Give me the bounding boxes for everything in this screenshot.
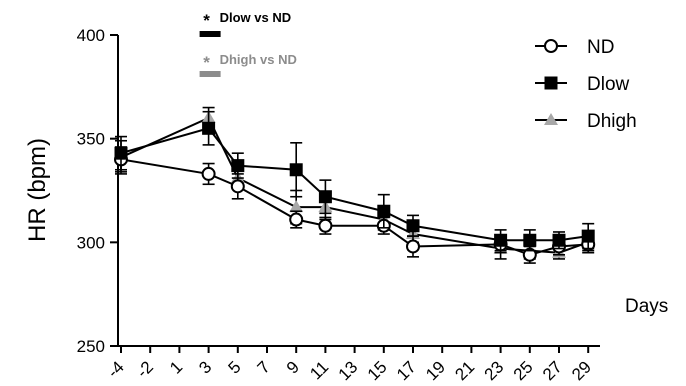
series-dlow-point	[231, 159, 245, 173]
x-tick-label: -2	[133, 357, 157, 381]
annotation-star: *	[203, 53, 210, 72]
x-tick-label: 1	[166, 357, 186, 377]
series-dhigh-line	[120, 116, 589, 254]
series-nd-point	[230, 179, 245, 194]
annotation-star: *	[203, 11, 210, 30]
x-tick-label: 29	[568, 357, 595, 384]
y-tick-label: 350	[77, 130, 105, 149]
series-dhigh	[114, 106, 596, 260]
legend: ND Dlow Dhigh	[535, 37, 637, 132]
series-layer	[114, 106, 596, 264]
annotation-1: * Dhigh vs ND	[199, 52, 297, 77]
legend-marker	[544, 76, 558, 90]
y-tick-label: 250	[77, 337, 105, 356]
x-tick-label: 3	[195, 357, 215, 377]
y-axis-title: HR (bpm)	[24, 138, 51, 242]
series-dlow-point	[494, 233, 508, 247]
annotation-label: Dhigh vs ND	[220, 52, 297, 67]
series-dlow-point	[318, 190, 332, 204]
series-nd-point	[289, 212, 304, 227]
series-dlow-point	[289, 163, 303, 177]
series-dlow-point	[523, 233, 537, 247]
legend-marker	[544, 39, 558, 53]
annotation-label: Dlow vs ND	[220, 10, 292, 25]
series-dhigh-point	[289, 200, 304, 213]
series-dlow-line	[120, 127, 589, 242]
x-tick-label: -4	[104, 357, 128, 381]
x-tick-label: 17	[393, 357, 420, 384]
x-tick-label: 9	[283, 357, 303, 377]
series-dlow-point	[202, 121, 216, 135]
x-tick-label: 7	[254, 357, 274, 377]
x-tick-label: 21	[451, 357, 478, 384]
series-dlow-point	[114, 146, 128, 160]
y-tick-label: 300	[77, 233, 105, 252]
series-nd-point	[318, 218, 333, 233]
legend-marker	[544, 113, 558, 125]
series-dlow-point	[406, 219, 420, 233]
annotation-0: * Dlow vs ND	[199, 10, 292, 37]
x-tick-label: 5	[224, 357, 244, 377]
legend-item-dhigh: Dhigh	[535, 111, 637, 132]
annotation-bar	[199, 71, 221, 77]
series-dlow-point	[552, 233, 566, 247]
x-tick-label: 25	[510, 357, 537, 384]
x-tick-label: 15	[364, 357, 391, 384]
x-tick-label: 19	[422, 357, 449, 384]
series-dlow-point	[377, 204, 391, 218]
x-tick-label: 13	[335, 357, 362, 384]
annotation-bar	[199, 31, 221, 37]
x-tick-label: 23	[481, 357, 508, 384]
x-tick-label: 11	[306, 357, 332, 383]
series-nd	[114, 146, 596, 264]
legend-label: Dlow	[587, 74, 630, 95]
legend-item-nd: ND	[535, 37, 614, 58]
series-nd-point	[201, 166, 216, 181]
legend-label: Dhigh	[587, 111, 637, 132]
legend-label: ND	[587, 37, 614, 58]
y-tick-label: 400	[77, 26, 105, 45]
significance-annotations: * Dlow vs ND * Dhigh vs ND	[199, 10, 297, 77]
series-dlow-point	[581, 229, 595, 243]
legend-item-dlow: Dlow	[535, 74, 630, 95]
series-nd-point	[406, 239, 420, 254]
series-dlow	[114, 110, 595, 252]
x-axis-title: Days	[625, 296, 668, 317]
x-tick-label: 27	[539, 357, 566, 384]
